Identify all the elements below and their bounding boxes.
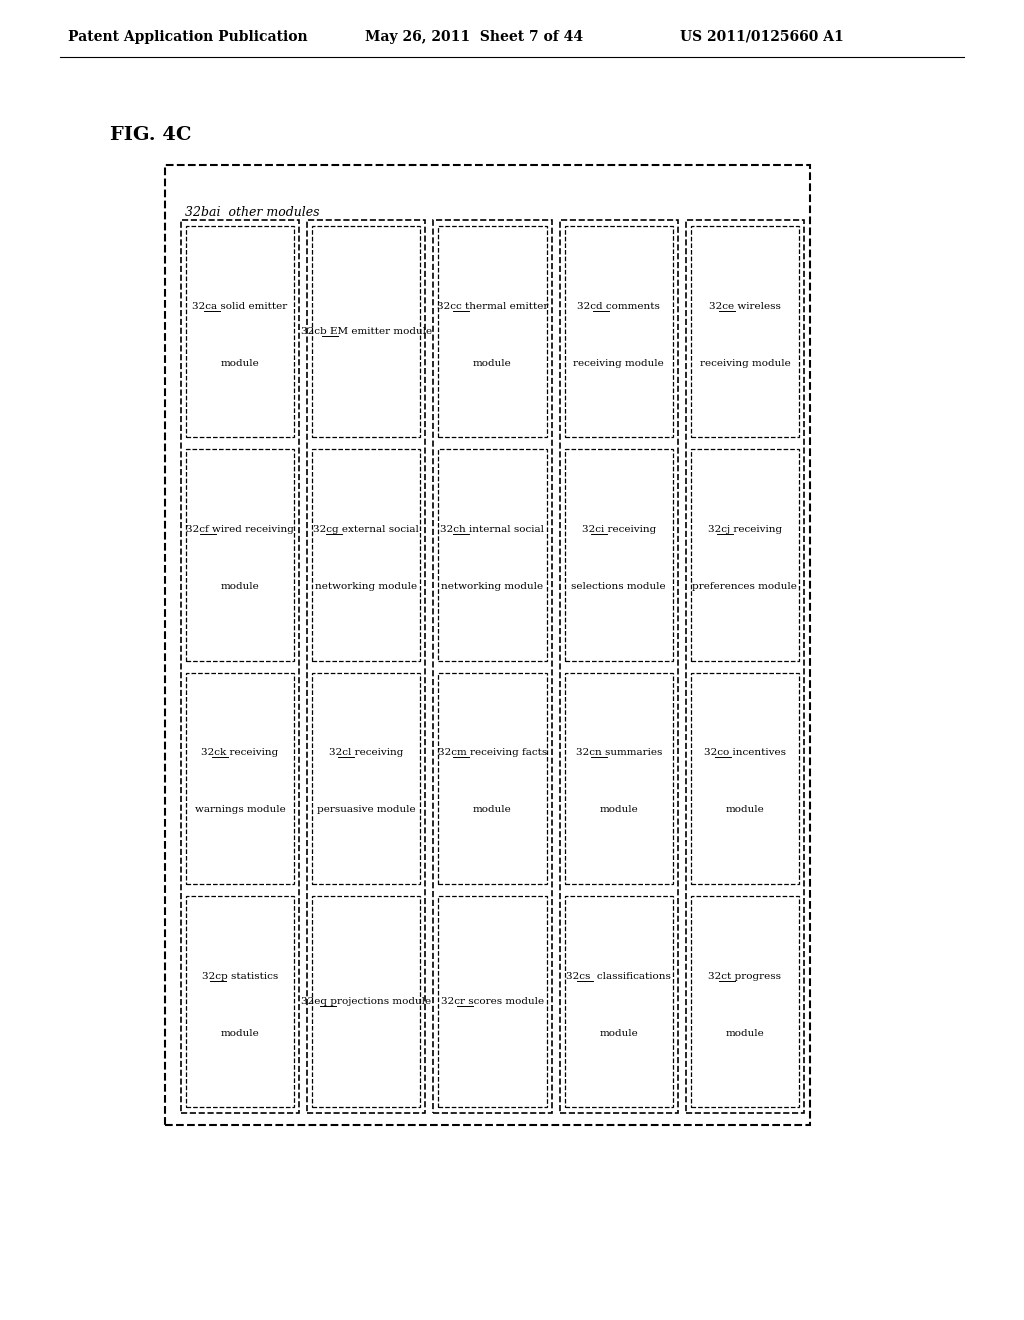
Text: 32cl receiving: 32cl receiving: [329, 748, 403, 758]
Text: 32cg external social: 32cg external social: [313, 525, 419, 535]
Text: FIG. 4C: FIG. 4C: [110, 125, 191, 144]
Text: module: module: [726, 805, 764, 814]
Text: module: module: [473, 359, 512, 368]
Bar: [559, 220, 678, 1113]
Bar: [312, 896, 421, 1107]
Bar: [686, 220, 804, 1113]
Text: warnings module: warnings module: [195, 805, 286, 814]
Text: 32bai  other modules: 32bai other modules: [185, 206, 319, 219]
Bar: [564, 896, 673, 1107]
Text: 32cr scores module: 32cr scores module: [441, 997, 544, 1006]
Text: 32cp statistics: 32cp statistics: [202, 972, 279, 981]
Bar: [691, 896, 799, 1107]
Bar: [186, 672, 294, 884]
Bar: [186, 449, 294, 660]
Bar: [564, 226, 673, 437]
Text: 32cs  classifications: 32cs classifications: [566, 972, 671, 981]
Text: 32ct progress: 32ct progress: [709, 972, 781, 981]
Text: 32ci receiving: 32ci receiving: [582, 525, 655, 535]
Text: receiving module: receiving module: [573, 359, 665, 368]
Bar: [691, 449, 799, 660]
Bar: [181, 220, 299, 1113]
Text: module: module: [221, 359, 259, 368]
Text: 32ca solid emitter: 32ca solid emitter: [193, 302, 288, 310]
Text: networking module: networking module: [441, 582, 544, 591]
Bar: [438, 896, 547, 1107]
Bar: [307, 220, 425, 1113]
Bar: [438, 449, 547, 660]
Text: persuasive module: persuasive module: [317, 805, 416, 814]
Bar: [564, 449, 673, 660]
Text: networking module: networking module: [315, 582, 418, 591]
Text: 32cd comments: 32cd comments: [578, 302, 660, 310]
Text: 32cc thermal emitter: 32cc thermal emitter: [437, 302, 548, 310]
Text: preferences module: preferences module: [692, 582, 798, 591]
Text: module: module: [599, 805, 638, 814]
Text: module: module: [221, 582, 259, 591]
Text: 32ce wireless: 32ce wireless: [709, 302, 781, 310]
Text: 32cn summaries: 32cn summaries: [575, 748, 662, 758]
Text: module: module: [221, 1028, 259, 1038]
Text: US 2011/0125660 A1: US 2011/0125660 A1: [680, 30, 844, 44]
Bar: [312, 226, 421, 437]
Bar: [165, 165, 810, 1125]
Bar: [312, 672, 421, 884]
Bar: [691, 672, 799, 884]
Text: 32eq projections module: 32eq projections module: [301, 997, 431, 1006]
Text: Patent Application Publication: Patent Application Publication: [68, 30, 307, 44]
Text: module: module: [726, 1028, 764, 1038]
Text: module: module: [599, 1028, 638, 1038]
Text: 32cj receiving: 32cj receiving: [708, 525, 782, 535]
Bar: [312, 449, 421, 660]
Bar: [564, 672, 673, 884]
Text: 32cb EM emitter module: 32cb EM emitter module: [301, 327, 432, 337]
Text: receiving module: receiving module: [699, 359, 791, 368]
Text: 32cm receiving facts: 32cm receiving facts: [438, 748, 547, 758]
Text: 32co incentives: 32co incentives: [703, 748, 785, 758]
Bar: [438, 672, 547, 884]
Bar: [186, 226, 294, 437]
Text: selections module: selections module: [571, 582, 666, 591]
Text: May 26, 2011  Sheet 7 of 44: May 26, 2011 Sheet 7 of 44: [365, 30, 583, 44]
Bar: [433, 220, 552, 1113]
Bar: [691, 226, 799, 437]
Bar: [438, 226, 547, 437]
Text: module: module: [473, 805, 512, 814]
Text: 32ch internal social: 32ch internal social: [440, 525, 545, 535]
Text: 32cf wired receiving: 32cf wired receiving: [186, 525, 294, 535]
Bar: [186, 896, 294, 1107]
Text: 32ck receiving: 32ck receiving: [202, 748, 279, 758]
